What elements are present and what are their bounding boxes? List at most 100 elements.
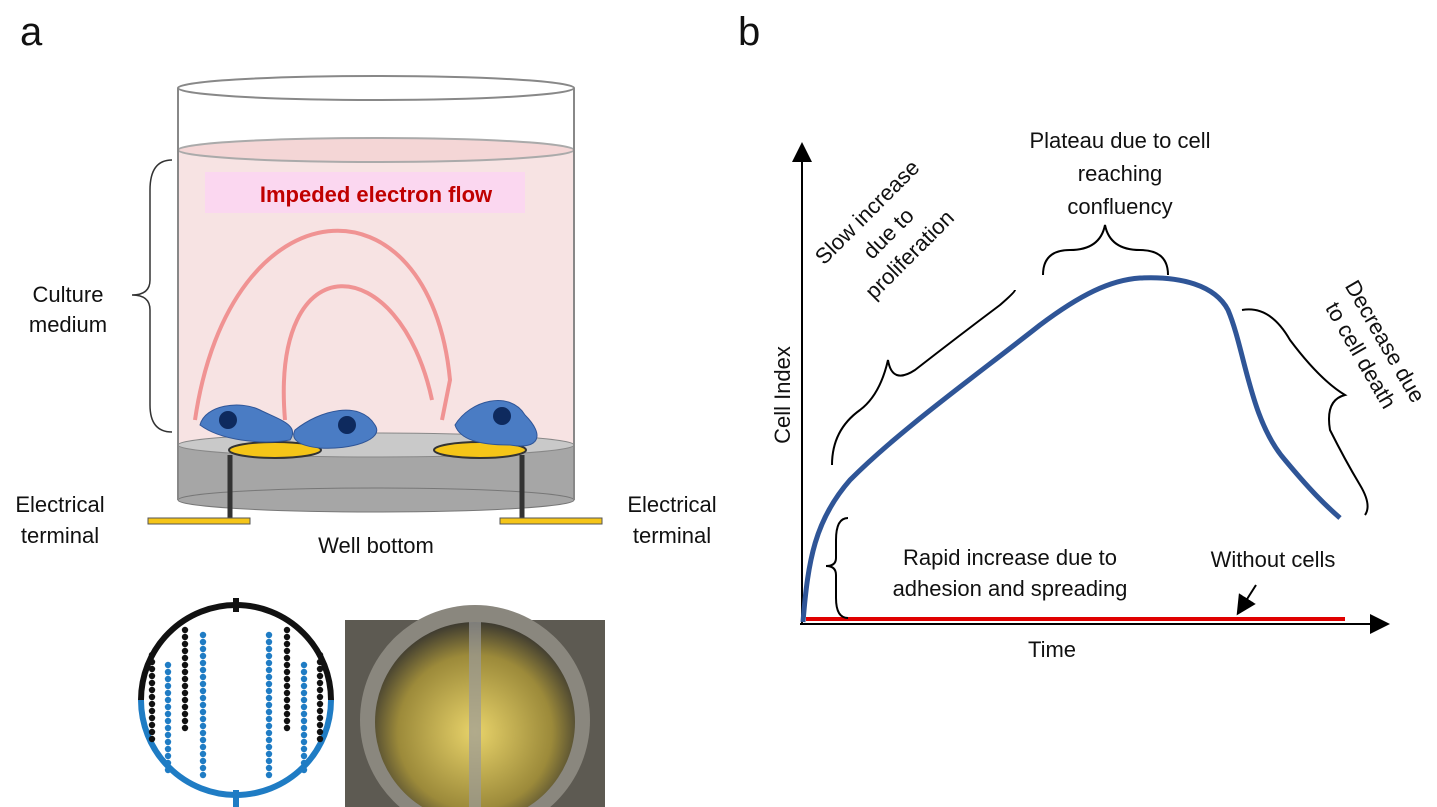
well [132,76,602,524]
terminal-label: Electrical [627,492,716,517]
electrode-dot [200,744,206,750]
electrode-dot [284,725,290,731]
electrode-dot [317,680,323,686]
electrode-photo [345,605,605,807]
terminal-label: terminal [21,523,99,548]
electrode-dot [284,683,290,689]
electrode-dot [266,716,272,722]
electrode-dot [200,723,206,729]
electrode-dot [266,681,272,687]
figure: a Impeded electron flow Culture medium E… [0,0,1437,807]
electrode-dot [200,632,206,638]
electrode-dot [165,718,171,724]
electrode-dot [149,736,155,742]
electrode-dot [200,765,206,771]
electrode-dot [182,634,188,640]
electrode-dot [317,736,323,742]
electrode-dot [317,666,323,672]
electrode-dot [182,704,188,710]
electrode-dot [165,669,171,675]
electrode-dot [301,732,307,738]
electrode-dot [165,746,171,752]
electrode-dot [266,667,272,673]
electrode-dot [301,718,307,724]
electrode-dot [266,646,272,652]
electrode-dot [149,722,155,728]
electrode-dot [165,676,171,682]
electrode-dot [284,704,290,710]
medium-label: medium [29,312,107,337]
electrode-dot [149,694,155,700]
x-axis-label: Time [1028,637,1076,662]
electrode-dot [284,662,290,668]
electrode-dot [317,652,323,658]
annotation: Plateau due to cell [1029,128,1210,153]
electrode-dot [165,690,171,696]
electrode-dot [317,694,323,700]
electrode-dot [149,680,155,686]
electrode-dot [200,709,206,715]
electrode-dot [284,676,290,682]
electrode-dot [165,662,171,668]
electrode-dot [284,641,290,647]
electrode-dot [200,667,206,673]
electrode-dot [266,730,272,736]
electrode-dot [165,753,171,759]
electrode-dot [149,729,155,735]
electrode-dot [284,648,290,654]
electrode-dot [301,669,307,675]
electrode-dot [200,772,206,778]
electrode-dot [301,676,307,682]
electrode-dot [284,690,290,696]
electrode-dot [200,688,206,694]
electrode-layout [141,598,331,807]
electrode-dot [301,704,307,710]
panel-label: b [738,10,760,54]
electrode-dot [284,711,290,717]
y-axis-label: Cell Index [770,346,795,444]
electrode-dot [200,737,206,743]
electrode-dot [301,760,307,766]
electrode-dot [182,718,188,724]
electrode-dot [266,709,272,715]
electrode-dot [182,648,188,654]
electrode-dot [165,739,171,745]
electrode-dot [200,681,206,687]
electrode-dot [266,772,272,778]
electrode-dot [317,729,323,735]
electrode-dot [149,687,155,693]
electrode-dot [284,627,290,633]
electrode-dot [200,646,206,652]
electrode-dot [149,701,155,707]
electrode-dot [301,683,307,689]
electrode-dot [200,751,206,757]
decrease-annotation: Decrease due to cell death [1316,276,1430,421]
electrode-dot [165,704,171,710]
electrode-dot [317,659,323,665]
electrode-dot [317,708,323,714]
electrode-dot [182,725,188,731]
annotation: reaching [1078,161,1162,186]
electrode-dot [284,634,290,640]
annotation: adhesion and spreading [893,576,1128,601]
electrode-dot [200,653,206,659]
electrode-dot [165,711,171,717]
slow-annotation: Slow increase due to proliferation [810,155,967,312]
electrode-dot [266,765,272,771]
electrode-dot [301,711,307,717]
electrode-dot [200,716,206,722]
electrode-dot [182,697,188,703]
banner: Impeded electron flow [260,182,493,207]
electrode-dot [182,676,188,682]
electrode-dot [165,732,171,738]
electrode-dot [266,751,272,757]
electrode-dot [266,674,272,680]
electrode-dot [284,655,290,661]
electrode-dot [165,697,171,703]
electrode-dot [266,737,272,743]
electrode-dot [200,639,206,645]
electrode-dot [149,652,155,658]
electrode-dot [317,715,323,721]
electrode-dot [317,701,323,707]
electrode-dot [301,753,307,759]
